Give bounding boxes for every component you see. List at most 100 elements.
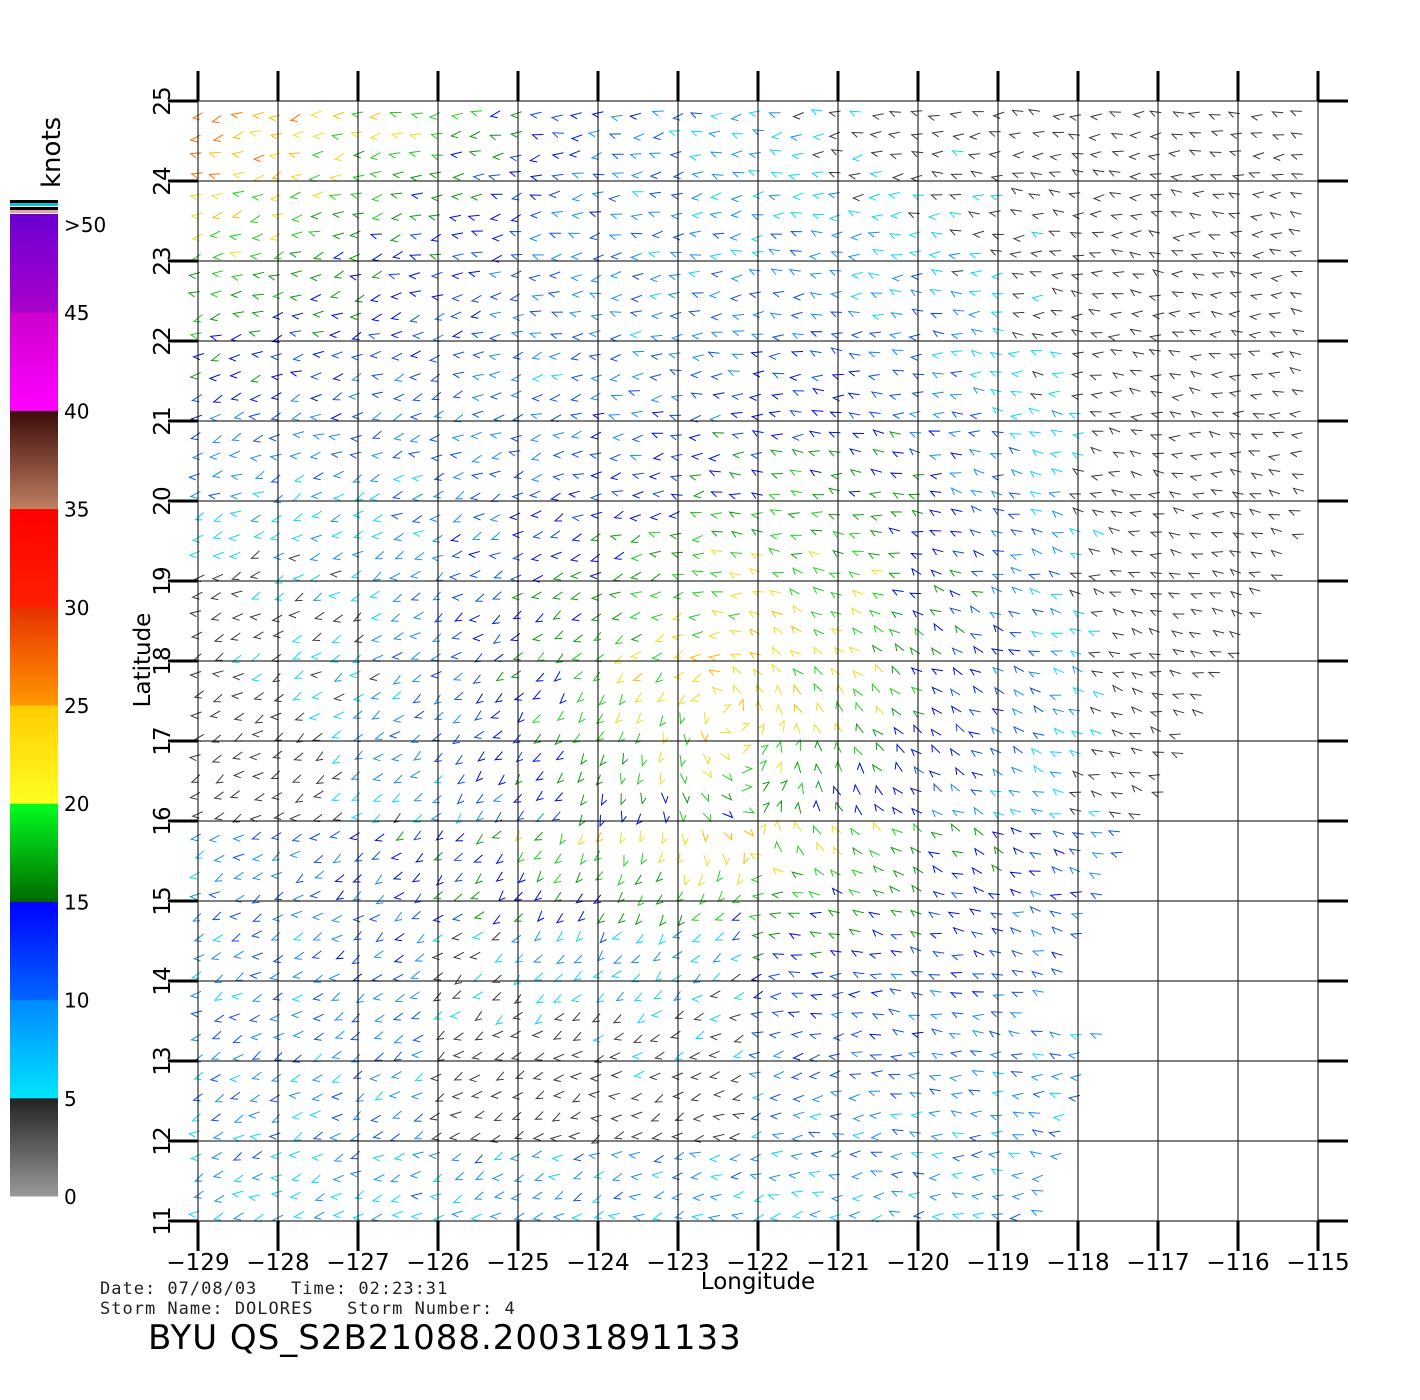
wind-barb <box>310 1153 323 1162</box>
wind-barb <box>1010 766 1023 774</box>
wind-barb <box>875 704 885 715</box>
wind-barb <box>891 665 901 675</box>
wind-barb <box>352 931 362 941</box>
wind-barb <box>951 1213 964 1220</box>
wind-barb <box>871 763 883 772</box>
wind-barb <box>621 753 629 766</box>
wind-barb <box>391 1110 402 1119</box>
wind-barb <box>760 744 769 755</box>
wind-barb <box>428 434 441 442</box>
wind-barb <box>372 753 384 762</box>
wind-barb <box>571 514 584 522</box>
wind-barb <box>291 774 302 783</box>
wind-barb <box>991 927 1004 935</box>
wind-barb <box>651 652 663 661</box>
wind-barb <box>617 891 625 904</box>
wind-barb <box>869 170 882 178</box>
wind-barb <box>812 213 825 220</box>
wind-barb <box>413 1131 424 1140</box>
wind-barb <box>1249 393 1262 400</box>
wind-barb <box>872 889 885 897</box>
wind-barb <box>848 110 861 117</box>
wind-barb <box>990 973 1004 980</box>
wind-barb <box>1031 333 1044 340</box>
wind-barb <box>1152 469 1165 477</box>
wind-barb <box>1268 468 1281 476</box>
wind-barb <box>1111 632 1124 640</box>
wind-barb <box>453 974 463 985</box>
wind-barb <box>780 779 788 791</box>
wind-barb <box>430 812 442 821</box>
wind-barb <box>393 432 405 441</box>
wind-barb <box>828 450 841 457</box>
y-tick-label: 21 <box>150 406 176 435</box>
wind-barb <box>551 591 563 600</box>
wind-barb <box>1108 750 1121 758</box>
wind-barb <box>289 1074 301 1083</box>
wind-barb <box>289 1191 301 1200</box>
wind-barb <box>308 713 321 721</box>
wind-barb <box>791 433 804 441</box>
wind-barb <box>1050 650 1063 657</box>
wind-barb <box>659 914 667 927</box>
wind-barb <box>828 1213 842 1221</box>
wind-barb <box>875 741 885 752</box>
wind-barb <box>1029 1150 1042 1158</box>
wind-barb <box>1150 411 1163 419</box>
wind-barb <box>529 310 542 317</box>
wind-barb <box>968 252 982 259</box>
wind-barb <box>369 473 381 483</box>
wind-barb <box>992 768 1003 777</box>
wind-barb <box>489 110 501 119</box>
wind-barb <box>333 693 345 702</box>
wind-barb <box>428 171 441 179</box>
wind-barb <box>670 493 683 500</box>
wind-barb <box>1090 332 1103 338</box>
wind-barb <box>792 293 805 301</box>
wind-barb <box>491 234 504 242</box>
wind-barb <box>1288 410 1301 418</box>
wind-barb <box>1168 310 1181 318</box>
wind-barb <box>433 613 443 623</box>
wind-barb <box>708 1050 720 1059</box>
wind-barb <box>249 1094 260 1103</box>
wind-barb <box>1110 249 1123 256</box>
wind-barb <box>972 549 985 558</box>
wind-barb <box>1268 248 1281 256</box>
colorbar-band <box>10 901 58 1001</box>
x-tick-label: −126 <box>406 1250 469 1276</box>
wind-barb <box>909 930 922 938</box>
wind-barb <box>189 990 202 999</box>
wind-barb <box>970 489 983 497</box>
wind-barb <box>949 607 962 615</box>
wind-barb <box>348 274 362 281</box>
wind-barb <box>330 312 344 320</box>
wind-barb <box>791 892 804 898</box>
wind-barb <box>1128 732 1141 739</box>
wind-barb <box>251 193 264 201</box>
wind-barb <box>577 911 586 922</box>
wind-barb <box>213 634 224 643</box>
wind-barb <box>891 349 904 356</box>
wind-barb <box>410 1011 421 1020</box>
wind-barb <box>709 990 721 999</box>
wind-barb <box>651 110 664 117</box>
wind-barb <box>889 1113 903 1120</box>
wind-barb <box>1069 1074 1082 1082</box>
wind-barb <box>1248 493 1262 499</box>
wind-barb <box>1011 1134 1024 1140</box>
wind-barb <box>950 783 961 792</box>
wind-barb <box>830 627 843 635</box>
wind-barb <box>691 332 704 340</box>
wind-barb <box>391 171 405 179</box>
wind-barb <box>388 572 401 581</box>
wind-barb <box>371 973 383 982</box>
wind-barb <box>615 991 624 1002</box>
wind-barb <box>949 472 962 479</box>
wind-barb <box>1031 131 1045 138</box>
wind-barb <box>988 949 1001 957</box>
wind-barb <box>867 1090 881 1097</box>
wind-barb <box>928 250 941 259</box>
wind-barb <box>330 730 342 739</box>
wind-barb <box>530 473 543 482</box>
